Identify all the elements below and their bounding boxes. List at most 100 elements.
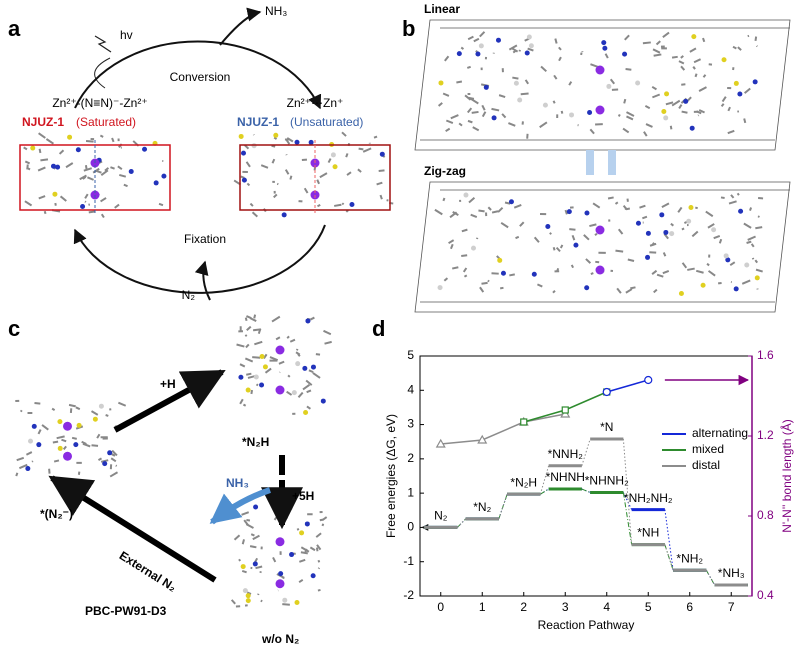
bond [309, 370, 313, 372]
atom [596, 226, 605, 235]
bond [313, 373, 320, 378]
bond [652, 271, 656, 275]
bond [101, 198, 106, 202]
bond [272, 317, 280, 322]
bond [695, 74, 696, 77]
x-tick-label: 4 [603, 600, 610, 614]
atom [438, 80, 443, 85]
bond [707, 264, 709, 266]
atom [52, 192, 57, 197]
bond [559, 47, 561, 49]
state-label: *N₂ [473, 500, 491, 514]
bond [682, 112, 688, 113]
legend-label: alternating [692, 426, 748, 440]
bond [247, 183, 249, 185]
bond [246, 318, 247, 321]
y-tick-label: -1 [403, 554, 414, 568]
bond [750, 207, 751, 210]
atom [596, 106, 605, 115]
structure [237, 315, 332, 415]
panel-label: a [8, 16, 21, 41]
bond [738, 193, 739, 195]
atom [737, 91, 742, 96]
atom [663, 115, 668, 120]
bond [299, 580, 303, 582]
bond [342, 132, 346, 136]
atom [688, 205, 693, 210]
bond [615, 251, 623, 252]
atom [77, 423, 82, 428]
state-label: N₂ [434, 509, 448, 523]
cell-box [420, 190, 790, 302]
bond [254, 342, 262, 345]
bond [245, 335, 247, 336]
atom [734, 81, 739, 86]
atom [646, 231, 651, 236]
bond [555, 39, 556, 44]
bond [237, 344, 245, 346]
bond [535, 237, 539, 242]
atom [246, 593, 251, 598]
atom [63, 452, 72, 461]
atom [569, 112, 574, 117]
bond [246, 524, 253, 528]
atom [517, 97, 522, 102]
state-label: *NHNH [546, 470, 585, 484]
bond [296, 352, 300, 354]
atom [463, 193, 468, 198]
bond [39, 133, 46, 138]
species: w/o N₂ [261, 632, 299, 646]
product: NH₃ [265, 4, 287, 18]
bond [89, 212, 95, 213]
bond [572, 265, 573, 268]
bond-marker [645, 377, 652, 384]
connector [457, 519, 465, 528]
bond [554, 101, 555, 104]
y2-tick-label: 1.2 [757, 428, 774, 442]
bond [305, 549, 306, 552]
bond [374, 137, 377, 138]
bond [569, 229, 575, 230]
bond [320, 520, 323, 521]
atom [529, 43, 534, 48]
bond [84, 168, 92, 171]
bond [119, 175, 126, 177]
bond [461, 255, 467, 256]
atom [99, 404, 104, 409]
bond [514, 205, 521, 208]
atom [76, 147, 81, 152]
bond [301, 552, 308, 553]
atom [527, 34, 532, 39]
bond [34, 403, 40, 404]
bond [723, 97, 726, 102]
bond [111, 458, 116, 461]
state-label: *NH₃ [718, 566, 745, 580]
bond [380, 195, 381, 199]
atom [294, 600, 299, 605]
bond [657, 41, 661, 44]
bond [101, 170, 108, 175]
bond [626, 116, 633, 119]
atom [259, 383, 264, 388]
bond [509, 274, 514, 275]
atom [380, 152, 385, 157]
atom [282, 598, 287, 603]
bond [317, 180, 319, 184]
bond [282, 604, 290, 605]
atom [243, 588, 248, 593]
connector [665, 510, 673, 571]
atom [107, 450, 112, 455]
bond [639, 206, 645, 208]
bond [681, 56, 683, 58]
bond [569, 82, 571, 86]
bond [502, 114, 505, 118]
atom [295, 361, 300, 366]
atom [289, 552, 294, 557]
bond [708, 224, 714, 228]
bond [512, 78, 518, 79]
bond-marker [562, 407, 568, 413]
atom [67, 135, 72, 140]
bond [566, 210, 567, 214]
bond [451, 115, 459, 118]
bond [240, 399, 243, 404]
